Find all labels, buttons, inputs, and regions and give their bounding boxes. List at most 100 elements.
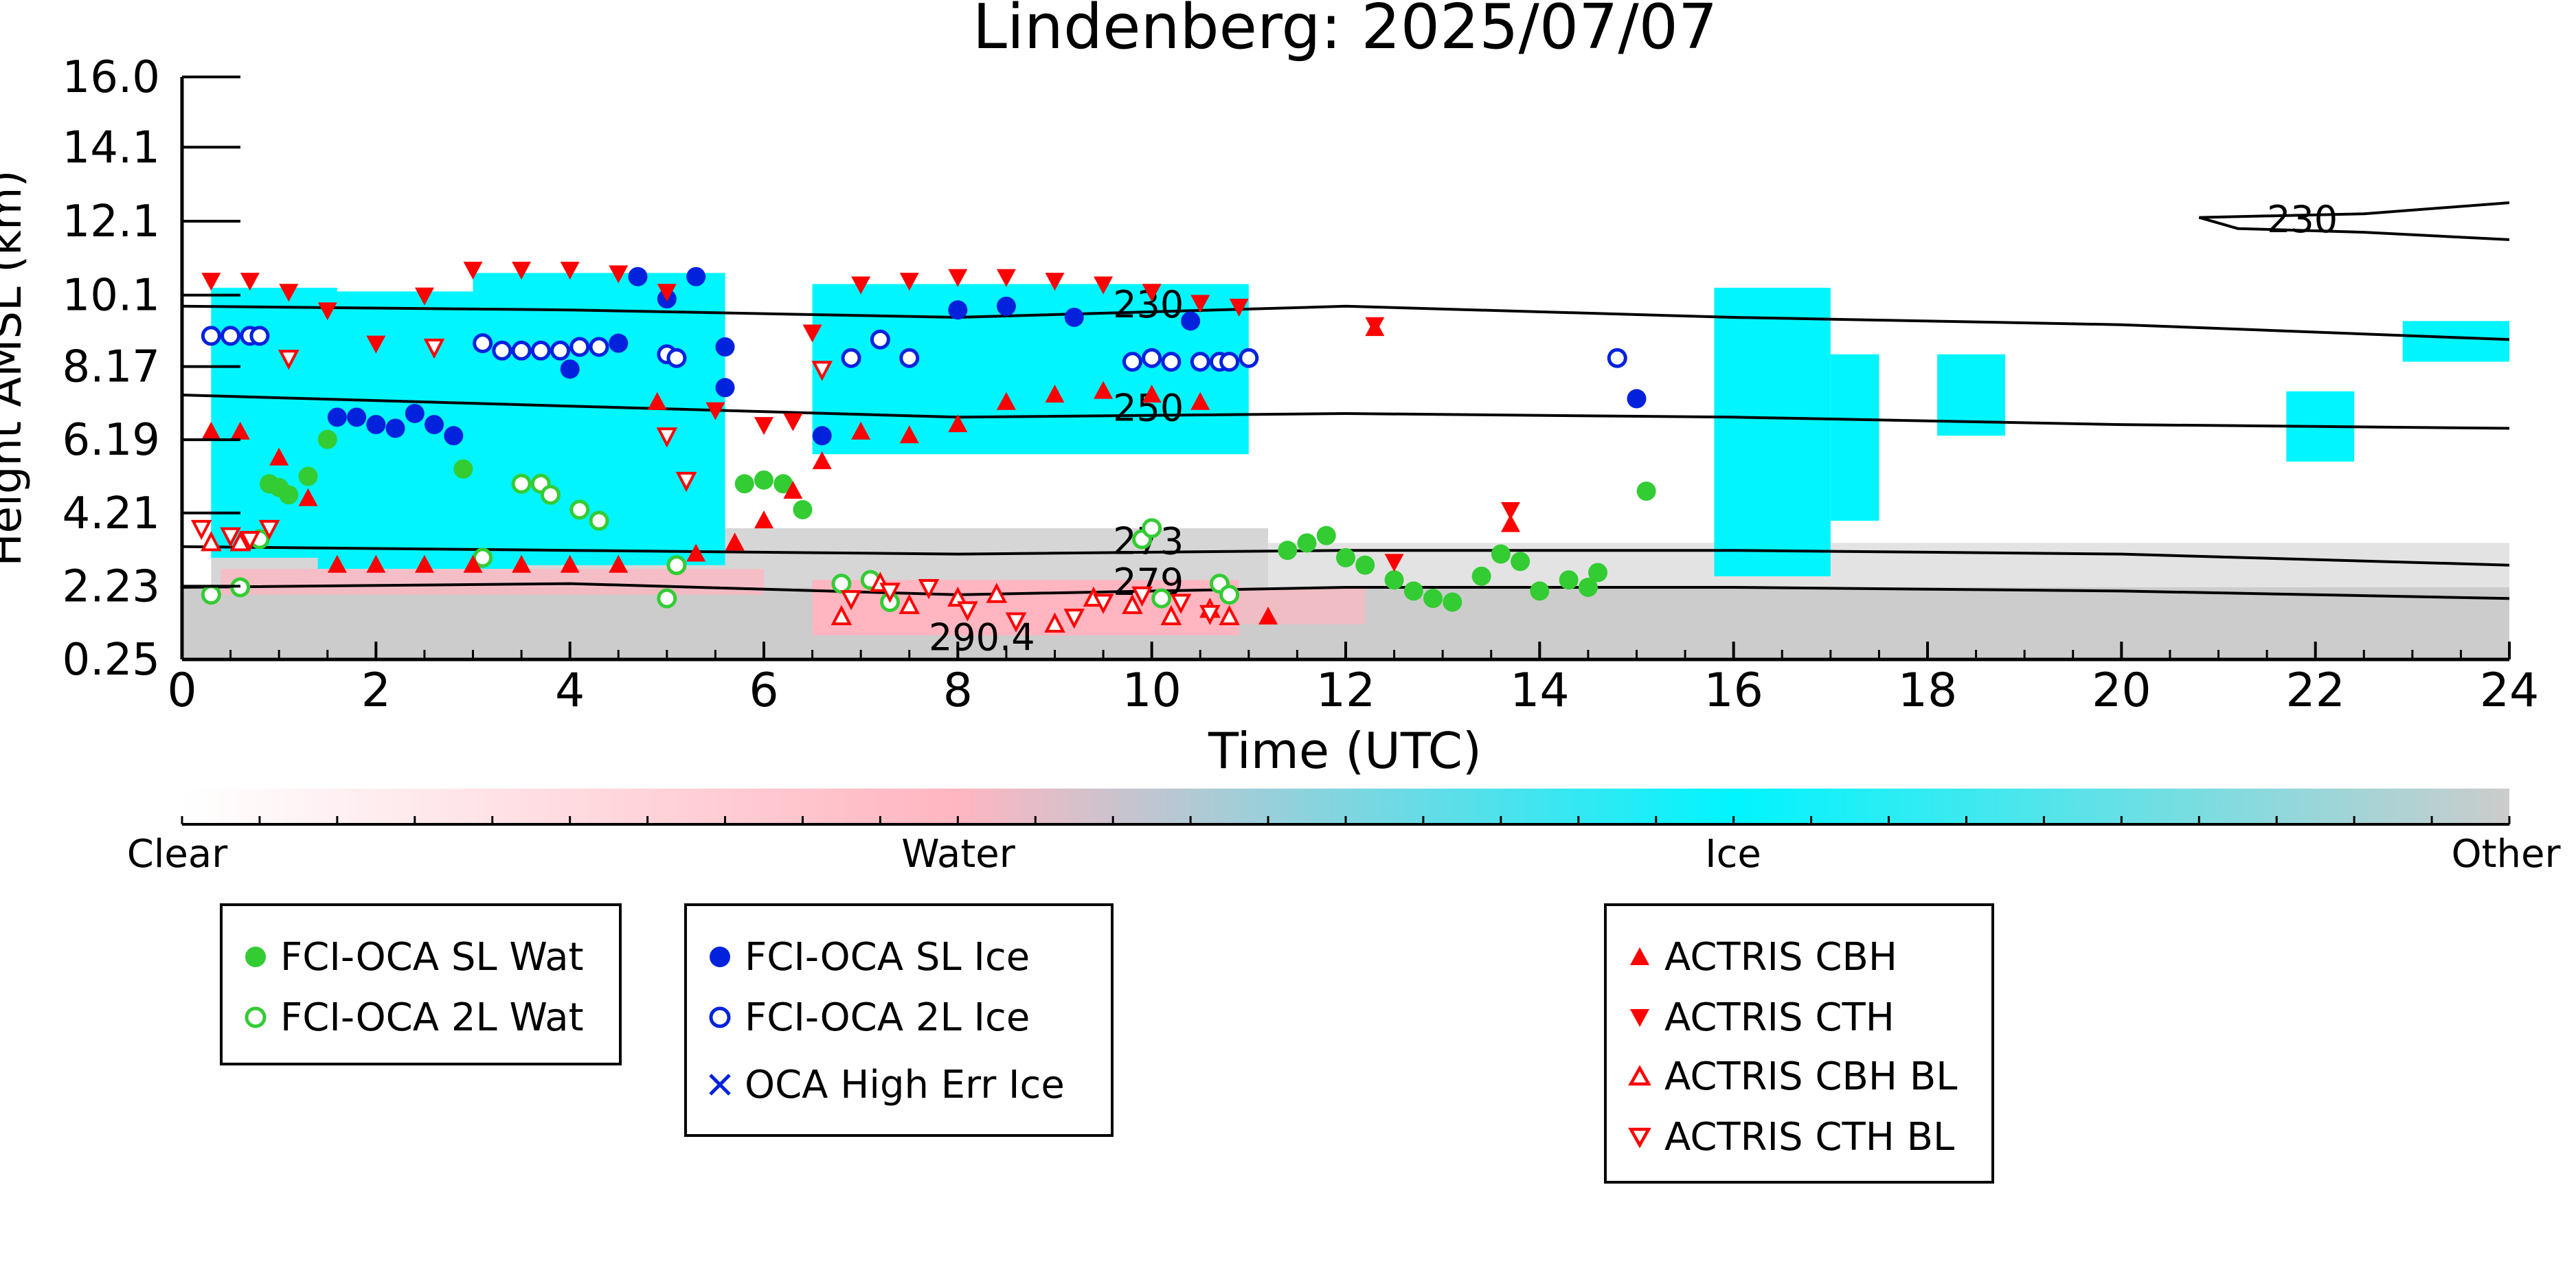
data-point <box>1316 526 1336 545</box>
data-point <box>754 470 773 490</box>
data-point <box>453 459 473 479</box>
data-point <box>725 532 745 551</box>
data-point <box>317 302 337 321</box>
data-point <box>996 296 1016 316</box>
data-point <box>1044 612 1065 633</box>
data-point <box>1142 518 1162 539</box>
data-point <box>1142 348 1162 368</box>
data-point <box>560 359 580 379</box>
data-point <box>1559 570 1579 590</box>
legend-entry-2l-ice: FCI-OCA 2L Ice <box>706 995 1030 1040</box>
data-point <box>201 421 221 440</box>
legend-label: ACTRIS CBH <box>1664 934 1898 980</box>
data-point <box>1142 284 1162 302</box>
data-point <box>840 590 862 611</box>
legend-actris: ACTRIS CBH ACTRIS CTH ACTRIS CBH BL ACTR… <box>1604 903 1994 1184</box>
temperature-contour <box>182 304 2509 341</box>
data-point <box>657 284 677 302</box>
data-point <box>425 415 444 435</box>
data-point <box>1181 311 1201 331</box>
data-point <box>1045 385 1065 403</box>
legend-label: OCA High Err Ice <box>745 1062 1065 1107</box>
data-point <box>1190 295 1210 313</box>
data-point <box>540 484 561 505</box>
filled-triangle-down-red-icon <box>1630 1009 1649 1027</box>
data-point <box>1219 585 1240 605</box>
data-point <box>1627 389 1647 409</box>
legend-entry-sl-ice: FCI-OCA SL Ice <box>706 934 1030 980</box>
y-tick-label: 0.25 <box>63 635 161 686</box>
data-point <box>831 605 852 626</box>
legend-label: FCI-OCA SL Ice <box>745 934 1030 980</box>
data-point <box>512 554 532 573</box>
data-point <box>773 474 793 494</box>
data-point <box>1151 588 1172 609</box>
data-point <box>327 407 347 427</box>
data-point <box>1239 348 1259 368</box>
data-point <box>1384 554 1404 572</box>
contour-label: 230 <box>2267 198 2338 241</box>
colorbar-label-other: Other <box>2451 832 2561 877</box>
data-point <box>734 474 754 494</box>
data-point <box>1122 352 1142 372</box>
data-point <box>1500 514 1520 532</box>
data-point <box>1131 586 1153 607</box>
data-point <box>240 273 260 291</box>
data-point <box>239 531 261 552</box>
data-point <box>511 473 532 494</box>
data-point <box>715 337 735 357</box>
x-tick-label: 6 <box>749 664 778 718</box>
data-point <box>783 481 803 499</box>
data-point <box>1607 348 1627 368</box>
data-point <box>317 429 337 449</box>
ice-class-region <box>2402 321 2509 362</box>
colorbar-label-clear: Clear <box>127 832 228 877</box>
data-point <box>1471 566 1491 586</box>
data-point <box>423 339 445 359</box>
data-point <box>190 519 212 541</box>
data-point <box>1403 581 1423 601</box>
data-point <box>1161 352 1182 372</box>
water-class-region <box>1239 587 1366 624</box>
data-point <box>201 273 221 291</box>
open-triangle-up-red-icon <box>1628 1065 1651 1086</box>
chart-title: Lindenberg: 2025/07/07 <box>973 0 1717 63</box>
data-point <box>298 488 318 506</box>
data-point <box>463 554 483 573</box>
data-point <box>279 284 299 302</box>
data-point <box>1278 541 1298 561</box>
legend-entry-cth: ACTRIS CTH <box>1626 995 1895 1040</box>
x-tick-label: 12 <box>1316 664 1376 718</box>
data-point <box>229 531 251 552</box>
colorbar-label-ice: Ice <box>1705 832 1761 877</box>
data-point <box>831 574 852 594</box>
data-point <box>783 413 803 431</box>
legend-label: ACTRIS CBH BL <box>1664 1054 1958 1099</box>
open-circle-blue-icon <box>709 1006 731 1028</box>
data-point <box>511 340 532 361</box>
open-triangle-down-red-icon <box>1628 1127 1651 1149</box>
data-point <box>560 261 580 280</box>
y-tick-label: 12.1 <box>63 196 161 247</box>
data-point <box>560 554 580 573</box>
data-point <box>899 348 920 368</box>
data-point <box>996 392 1016 410</box>
open-circle-green-icon <box>245 1006 267 1028</box>
data-point <box>1122 594 1143 614</box>
data-point <box>1258 607 1278 625</box>
data-point <box>385 418 405 438</box>
data-point <box>258 519 280 541</box>
data-point <box>1045 273 1065 291</box>
y-tick-label: 2.23 <box>63 561 161 612</box>
data-point <box>841 348 861 368</box>
data-point <box>1094 381 1114 399</box>
data-point <box>899 425 919 444</box>
x-tick-label: 18 <box>1898 664 1958 718</box>
data-point <box>986 583 1008 603</box>
data-point <box>201 531 222 552</box>
data-point <box>405 403 425 423</box>
data-point <box>1384 570 1404 590</box>
data-point <box>1423 589 1443 609</box>
data-point <box>1142 385 1162 403</box>
data-point <box>1636 482 1656 501</box>
